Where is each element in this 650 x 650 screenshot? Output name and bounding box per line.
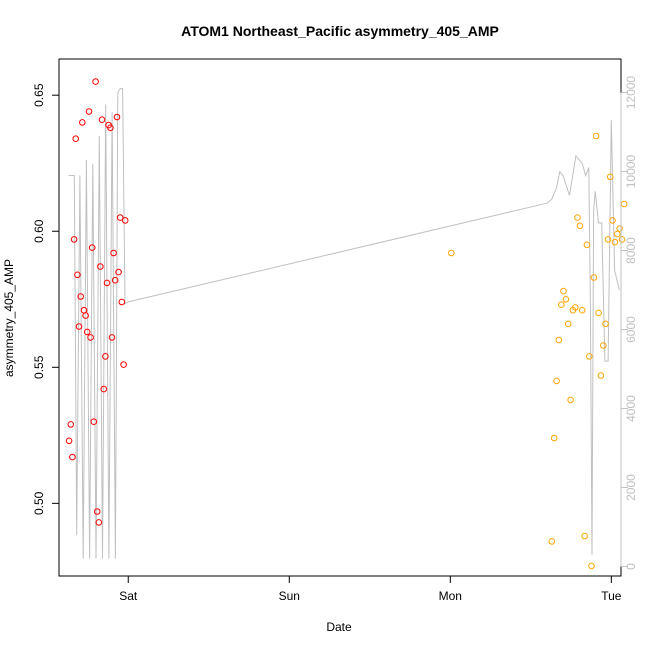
data-point-series-1 — [108, 334, 116, 341]
data-point-series-2 — [595, 309, 602, 317]
data-point-series-1 — [120, 361, 127, 368]
data-point-series-1 — [107, 124, 114, 132]
data-point-series-1 — [67, 421, 75, 428]
data-point-series-2 — [572, 304, 579, 311]
data-point-series-2 — [618, 236, 626, 243]
data-point-series-1 — [85, 108, 93, 115]
data-point-series-2 — [574, 214, 581, 221]
data-point-series-1 — [121, 217, 129, 224]
data-point-series-2 — [555, 336, 563, 344]
y-axis-label: asymmetry_405_AMP — [2, 259, 16, 377]
data-point-series-2 — [564, 320, 572, 328]
secondary-series-line — [68, 88, 620, 559]
y-tick-label: 0.65 — [32, 83, 46, 107]
data-point-series-2 — [609, 217, 616, 224]
y2-tick-label: 4000 — [624, 395, 638, 422]
x-axis: Sat Sun Mon Tue — [119, 575, 622, 603]
data-point-series-2 — [614, 230, 621, 238]
data-point-series-2 — [592, 132, 600, 140]
points-layer — [65, 78, 628, 570]
y2-tick-label: 12000 — [624, 76, 638, 110]
y-tick-label: 0.55 — [32, 355, 46, 379]
y2-tick-label: 8000 — [624, 237, 638, 264]
data-point-series-2 — [567, 396, 574, 404]
data-point-series-1 — [87, 334, 94, 341]
data-point-series-2 — [558, 301, 565, 309]
y2-tick-label: 0 — [624, 563, 638, 570]
data-point-series-1 — [75, 323, 83, 330]
x-tick-label: Tue — [601, 589, 622, 603]
data-point-series-1 — [93, 508, 101, 515]
data-point-series-1 — [80, 306, 88, 314]
data-point-series-2 — [560, 287, 567, 295]
data-point-series-2 — [550, 434, 558, 442]
data-point-series-2 — [576, 222, 584, 230]
data-point-series-2 — [611, 238, 619, 246]
data-point-series-1 — [118, 298, 126, 306]
secondary-line-layer — [68, 88, 620, 559]
x-tick-label: Sun — [279, 589, 300, 603]
data-point-series-1 — [88, 244, 96, 251]
data-point-series-1 — [100, 385, 108, 393]
data-point-series-1 — [69, 453, 76, 461]
data-point-series-2 — [553, 377, 560, 385]
secondary-y-axis: 0 2000 4000 6000 8000 10000 12000 — [620, 76, 638, 570]
y2-tick-label: 6000 — [624, 316, 638, 343]
data-point-series-1 — [95, 519, 103, 526]
data-point-series-1 — [74, 271, 81, 279]
y-tick-label: 0.50 — [32, 491, 46, 515]
x-tick-label: Sat — [119, 589, 138, 603]
data-point-series-2 — [602, 320, 609, 328]
y2-tick-label: 10000 — [624, 155, 638, 189]
data-point-series-1 — [97, 263, 104, 270]
data-point-series-2 — [581, 532, 588, 540]
data-point-series-1 — [65, 437, 73, 445]
y-tick-label: 0.60 — [32, 219, 46, 243]
data-point-series-1 — [83, 328, 91, 336]
data-point-series-2 — [616, 225, 623, 232]
y-axis: 0.50 0.55 0.60 0.65 — [32, 83, 60, 515]
data-point-series-1 — [70, 236, 78, 243]
data-point-series-2 — [448, 249, 455, 257]
data-point-series-2 — [562, 296, 570, 303]
data-point-series-2 — [588, 562, 595, 570]
data-point-series-1 — [98, 116, 106, 123]
data-point-series-1 — [110, 249, 117, 257]
data-point-series-1 — [72, 135, 79, 142]
data-point-series-2 — [590, 274, 598, 281]
data-point-series-2 — [583, 241, 591, 249]
data-point-series-1 — [103, 279, 111, 287]
data-point-series-1 — [111, 276, 119, 284]
data-point-series-1 — [92, 78, 99, 85]
data-point-series-2 — [604, 236, 612, 243]
data-point-series-2 — [620, 200, 628, 208]
data-point-series-1 — [102, 353, 109, 360]
data-point-series-2 — [597, 372, 605, 379]
plot-frame — [58, 58, 622, 577]
data-point-series-1 — [116, 214, 124, 221]
x-tick-label: Mon — [439, 589, 462, 603]
data-point-series-2 — [586, 353, 593, 360]
chart-title: ATOM1 Northeast_Pacific asymmetry_405_AM… — [181, 23, 499, 39]
data-point-series-1 — [90, 418, 98, 426]
data-point-series-2 — [600, 342, 607, 349]
data-point-series-2 — [578, 306, 586, 314]
data-point-series-2 — [548, 538, 556, 545]
data-point-series-1 — [79, 119, 86, 126]
data-point-series-1 — [113, 113, 121, 121]
data-point-series-1 — [77, 293, 84, 300]
data-point-series-1 — [115, 268, 122, 276]
data-point-series-1 — [82, 312, 89, 319]
y2-tick-label: 2000 — [624, 474, 638, 501]
x-axis-label: Date — [326, 620, 352, 634]
data-point-series-2 — [606, 173, 614, 181]
